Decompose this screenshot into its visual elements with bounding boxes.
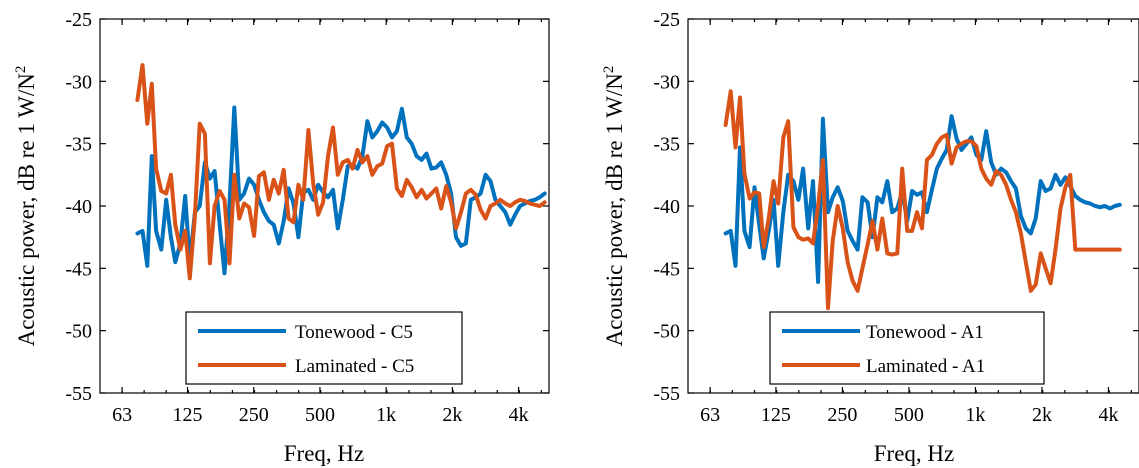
series-line-laminated bbox=[723, 89, 1122, 311]
y-tick-label: -45 bbox=[65, 258, 92, 280]
legend-label-laminated-a1: Laminated - A1 bbox=[866, 356, 985, 377]
x-tick-label: 1k bbox=[376, 404, 396, 426]
y-tick-label: -30 bbox=[653, 71, 680, 93]
x-tick-label: 1k bbox=[965, 404, 985, 426]
chart-left: 63 125 250 500 1k 2k 4k -55 -50 -45 -40 -35 -30 -25 F… bbox=[13, 9, 550, 466]
legend-label-tonewood-c5: Tonewood - C5 bbox=[295, 322, 413, 343]
series-lines-right bbox=[723, 89, 1122, 311]
y-axis-label-left: Acoustic power, dB re 1 W/N2 bbox=[13, 66, 39, 347]
y-tick-label: -25 bbox=[65, 9, 92, 31]
x-tick-label: 63 bbox=[112, 404, 132, 426]
legend-label-laminated-c5: Laminated - C5 bbox=[295, 356, 414, 377]
x-tick-label: 2k bbox=[442, 404, 462, 426]
y-axis-label-superscript-right: 2 bbox=[601, 66, 617, 74]
x-tick-label: 125 bbox=[173, 404, 203, 426]
x-tick-label: 4k bbox=[1098, 404, 1118, 426]
y-axis-label-right: Acoustic power, dB re 1 W/N2 bbox=[601, 66, 627, 347]
series-lines-left bbox=[135, 63, 547, 281]
y-tick-label: -40 bbox=[65, 196, 92, 218]
x-axis-label-left: Freq, Hz bbox=[284, 441, 364, 466]
legend-label-tonewood-a1: Tonewood - A1 bbox=[866, 322, 984, 343]
y-tick-label: -50 bbox=[653, 321, 680, 343]
y-tick-label: -35 bbox=[65, 134, 92, 156]
x-tick-label: 250 bbox=[827, 404, 857, 426]
y-tick-label: -55 bbox=[65, 383, 92, 405]
x-axis-label-right: Freq, Hz bbox=[874, 441, 954, 466]
x-tick-label: 250 bbox=[239, 404, 269, 426]
x-tick-label: 4k bbox=[509, 404, 529, 426]
legend-box-right bbox=[769, 311, 1045, 385]
legend-left: Tonewood - C5 Laminated - C5 bbox=[185, 311, 463, 385]
x-tick-label: 63 bbox=[700, 404, 720, 426]
series-line-laminated bbox=[135, 63, 547, 281]
y-tick-label: -45 bbox=[653, 258, 680, 280]
y-tick-label: -30 bbox=[65, 71, 92, 93]
x-tick-label: 500 bbox=[305, 404, 335, 426]
y-tick-label: -55 bbox=[653, 383, 680, 405]
y-axis-label-superscript-left: 2 bbox=[13, 66, 29, 74]
axis-ticks-left: 63 125 250 500 1k 2k 4k -55 -50 -45 -40 -35 -30 -25 bbox=[65, 9, 549, 426]
axis-ticks-right: 63 125 250 500 1k 2k 4k -55 -50 -45 -40 -35 -30 -25 bbox=[653, 9, 1139, 426]
y-tick-label: -35 bbox=[653, 134, 680, 156]
x-tick-label: 2k bbox=[1032, 404, 1052, 426]
y-tick-label: -40 bbox=[653, 196, 680, 218]
y-tick-label: -50 bbox=[65, 321, 92, 343]
legend-box-left bbox=[185, 311, 463, 385]
y-tick-label: -25 bbox=[653, 9, 680, 31]
chart-right: 63 125 250 500 1k 2k 4k -55 -50 -45 -40 -35 -30 -25 F… bbox=[601, 9, 1139, 466]
legend-right: Tonewood - A1 Laminated - A1 bbox=[769, 311, 1045, 385]
x-tick-label: 125 bbox=[761, 404, 791, 426]
x-tick-label: 500 bbox=[894, 404, 924, 426]
